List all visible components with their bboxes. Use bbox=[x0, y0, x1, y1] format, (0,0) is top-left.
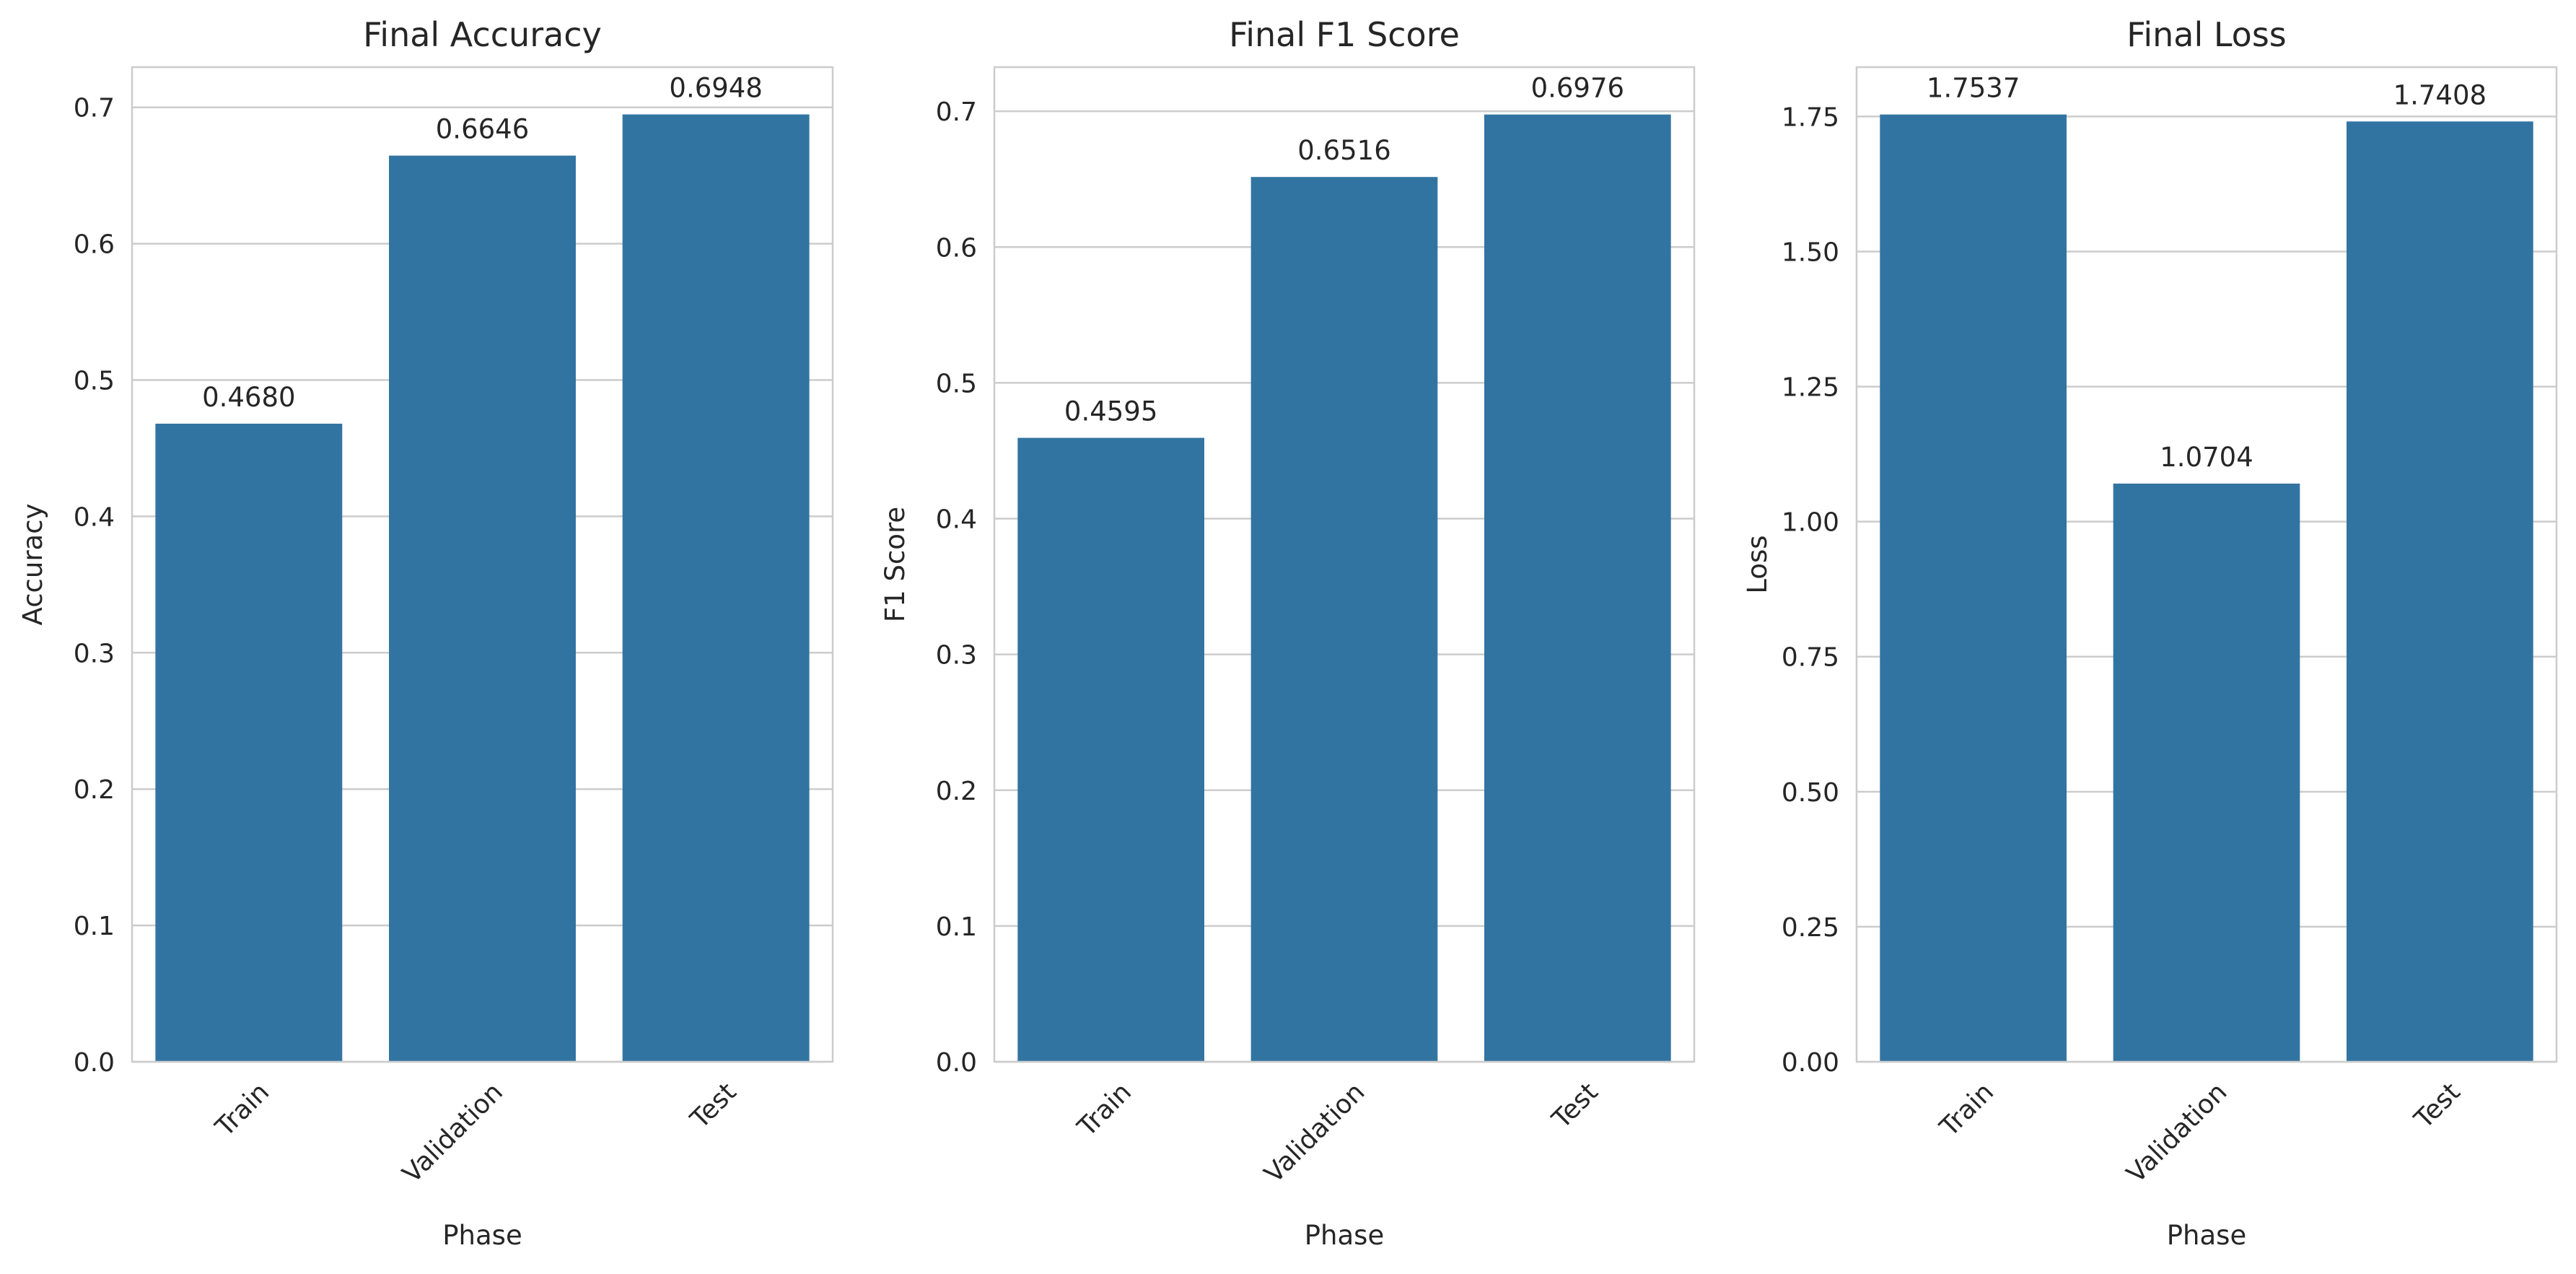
data-label: 1.7537 bbox=[1927, 73, 2020, 104]
y-tick-label: 0.3 bbox=[74, 639, 115, 668]
bar-train bbox=[1880, 114, 2067, 1062]
chart-title: Final Accuracy bbox=[363, 15, 602, 54]
y-tick-label: 0.5 bbox=[74, 367, 115, 396]
bar-validation bbox=[389, 155, 576, 1062]
x-tick-label: Train bbox=[1072, 1077, 1137, 1143]
y-tick-label: 0.75 bbox=[1782, 643, 1839, 673]
x-tick-label: Test bbox=[1546, 1077, 1604, 1135]
data-label: 1.7408 bbox=[2393, 79, 2487, 110]
y-tick-label: 0.2 bbox=[74, 775, 115, 805]
y-axis-label: Loss bbox=[1742, 535, 1773, 593]
y-axis-label: F1 Score bbox=[880, 507, 911, 622]
y-tick-label: 0.1 bbox=[74, 912, 115, 941]
chart-title: Final F1 Score bbox=[1229, 15, 1460, 54]
x-tick-label: Test bbox=[2409, 1077, 2466, 1135]
data-label: 0.6516 bbox=[1297, 135, 1390, 166]
data-label: 0.4595 bbox=[1064, 396, 1157, 427]
y-tick-label: 1.50 bbox=[1782, 237, 1839, 267]
chart-panel-2: 0.4595 0.6516 0.6976 0.0 0.1 0.2 0.3 0.4 0.5 0.6 0… bbox=[880, 15, 1696, 1251]
y-tick-label: 0.7 bbox=[936, 97, 977, 127]
y-tick-label: 1.25 bbox=[1782, 373, 1839, 403]
bar-validation bbox=[2113, 483, 2300, 1062]
data-label: 0.4680 bbox=[202, 382, 295, 413]
y-tick-label: 0.1 bbox=[936, 912, 977, 942]
y-tick-label: 0.50 bbox=[1782, 778, 1839, 808]
y-tick-label: 0.6 bbox=[74, 230, 115, 260]
data-label: 0.6948 bbox=[669, 73, 762, 104]
bar-test bbox=[2347, 121, 2533, 1063]
y-axis-label: Accuracy bbox=[17, 504, 48, 626]
bar-test bbox=[1484, 114, 1671, 1062]
chart-panel-3: 1.7537 1.0704 1.7408 0.00 0.25 0.50 0.75 1.00 1.… bbox=[1742, 15, 2558, 1251]
y-tick-label: 0.7 bbox=[74, 94, 115, 123]
chart-title: Final Loss bbox=[2126, 15, 2287, 54]
x-axis-label: Phase bbox=[1305, 1220, 1384, 1251]
bar-validation bbox=[1250, 177, 1438, 1062]
y-tick-label: 0.0 bbox=[936, 1048, 977, 1078]
x-axis-label: Phase bbox=[2167, 1220, 2246, 1251]
y-tick-label: 0.25 bbox=[1782, 913, 1839, 943]
axes-frame bbox=[993, 66, 1696, 1063]
axes-frame bbox=[1855, 66, 2558, 1063]
y-tick-label: 0.2 bbox=[936, 777, 977, 806]
x-tick-label: Validation bbox=[397, 1077, 509, 1189]
y-tick-label: 0.5 bbox=[936, 369, 977, 398]
y-tick-label: 0.6 bbox=[936, 233, 977, 263]
y-tick-label: 1.75 bbox=[1782, 102, 1839, 132]
y-tick-label: 0.4 bbox=[936, 505, 977, 535]
bar-train bbox=[155, 423, 343, 1062]
bar-train bbox=[1017, 437, 1204, 1062]
x-tick-label: Train bbox=[210, 1077, 276, 1143]
axes-frame bbox=[131, 66, 834, 1063]
bar-test bbox=[622, 114, 810, 1062]
y-tick-label: 0.3 bbox=[936, 641, 977, 671]
chart-panel-1: 0.4680 0.6646 0.6948 0.0 0.1 0.2 0.3 0.4 0.5 0.6 0… bbox=[17, 15, 834, 1251]
x-axis-label: Phase bbox=[442, 1220, 522, 1251]
x-tick-label: Validation bbox=[2121, 1077, 2233, 1189]
data-label: 0.6976 bbox=[1531, 73, 1624, 104]
y-tick-label: 0.00 bbox=[1782, 1048, 1839, 1078]
data-label: 0.6646 bbox=[436, 114, 529, 145]
x-tick-label: Validation bbox=[1259, 1077, 1371, 1189]
y-tick-label: 0.4 bbox=[74, 502, 115, 532]
x-tick-label: Train bbox=[1934, 1077, 1999, 1143]
y-tick-label: 1.00 bbox=[1782, 508, 1839, 538]
y-tick-label: 0.0 bbox=[74, 1048, 115, 1078]
x-tick-label: Test bbox=[685, 1077, 742, 1135]
data-label: 1.0704 bbox=[2160, 442, 2253, 473]
